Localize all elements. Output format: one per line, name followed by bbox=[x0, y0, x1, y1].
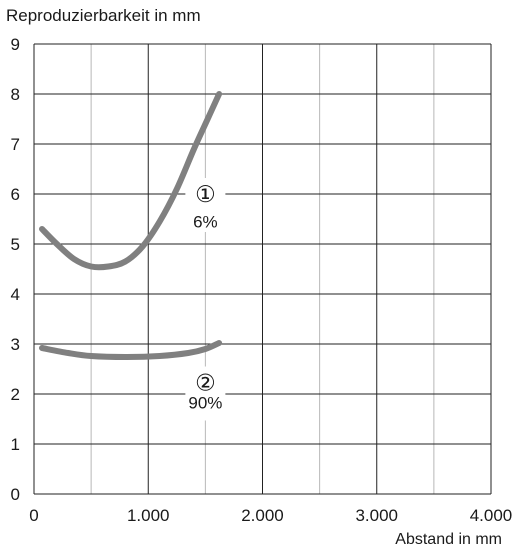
y-tick-label: 9 bbox=[11, 35, 20, 54]
x-tick-label: 1.000 bbox=[127, 506, 170, 525]
series-line-2 bbox=[38, 340, 223, 360]
series-annotation-background-2 bbox=[185, 366, 226, 421]
series-line-1 bbox=[38, 91, 223, 271]
y-tick-label: 2 bbox=[11, 385, 20, 404]
y-tick-label: 0 bbox=[11, 485, 20, 504]
series-label-1: 6% bbox=[193, 213, 218, 232]
y-tick-label: 5 bbox=[11, 235, 20, 254]
x-tick-label: 4.000 bbox=[470, 506, 513, 525]
x-tick-label: 2.000 bbox=[241, 506, 284, 525]
y-tick-label: 7 bbox=[11, 135, 20, 154]
series-annotation-background-1 bbox=[185, 178, 226, 232]
series-label-2: 90% bbox=[188, 394, 222, 413]
y-axis-label: Reproduzierbarkeit in mm bbox=[6, 6, 201, 25]
y-tick-label: 3 bbox=[11, 335, 20, 354]
x-axis-label: Abstand in mm bbox=[395, 531, 502, 548]
series-marker-1: ① bbox=[195, 181, 216, 207]
x-tick-label: 3.000 bbox=[355, 506, 398, 525]
y-tick-label: 1 bbox=[11, 435, 20, 454]
y-tick-label: 4 bbox=[11, 285, 20, 304]
y-tick-label: 8 bbox=[11, 85, 20, 104]
y-tick-label: 6 bbox=[11, 185, 20, 204]
x-tick-label: 0 bbox=[29, 506, 38, 525]
series-marker-2: ② bbox=[195, 370, 216, 396]
